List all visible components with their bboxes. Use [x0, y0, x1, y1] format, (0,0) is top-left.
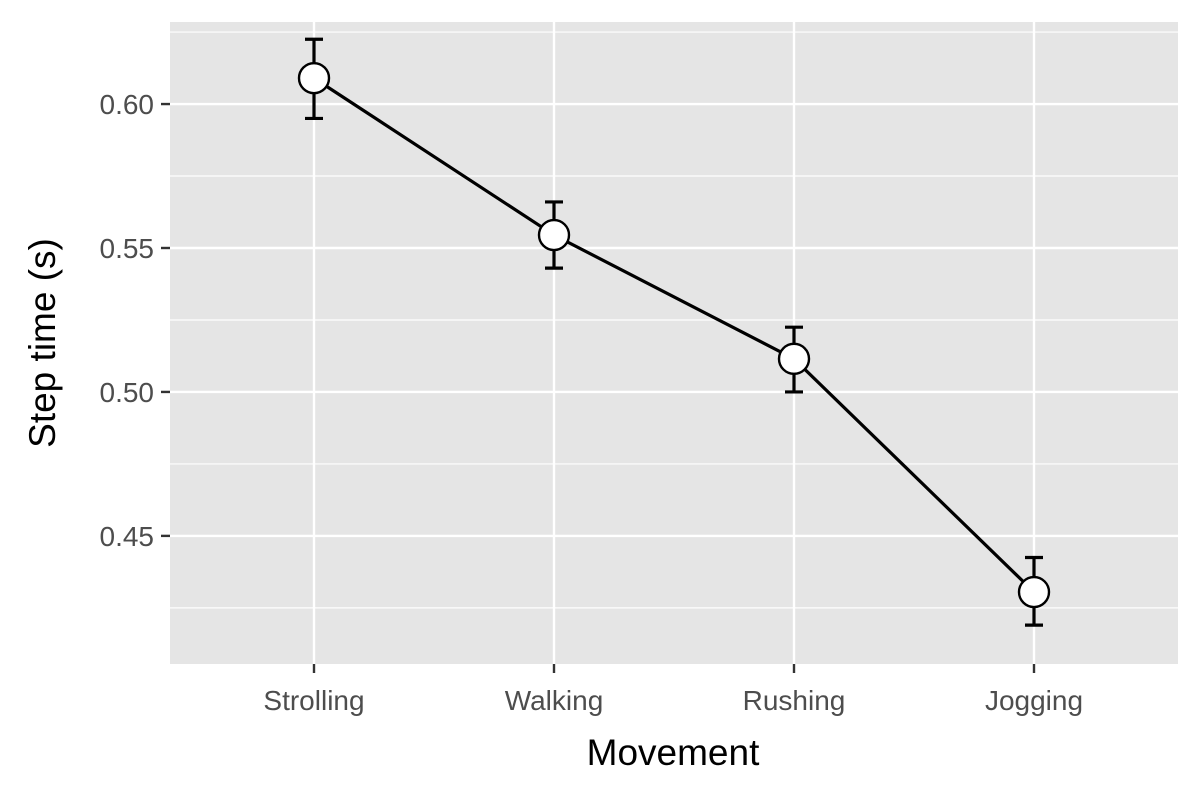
y-tick-labels: 0.45 0.50 0.55 0.60 [100, 89, 155, 552]
y-tick-label: 0.55 [100, 233, 155, 264]
data-point [537, 218, 571, 252]
series-line-layer [313, 76, 1036, 594]
x-tick-labels: Strolling Walking Rushing Jogging [263, 685, 1083, 716]
x-tick-label: Strolling [263, 685, 364, 716]
x-tick-label: Jogging [985, 685, 1083, 716]
series-line [313, 76, 1036, 594]
data-points [297, 61, 1051, 609]
x-tick-label: Rushing [743, 685, 846, 716]
data-point [777, 342, 811, 376]
plot-panel [170, 22, 1178, 664]
y-tick-label: 0.50 [100, 377, 155, 408]
y-tick-label: 0.60 [100, 89, 155, 120]
data-point [1017, 575, 1051, 609]
y-tick-label: 0.45 [100, 521, 155, 552]
x-tick-label: Walking [505, 685, 604, 716]
y-axis-title: Step time (s) [22, 238, 63, 448]
axis-ticks [161, 102, 1036, 673]
grid-lines [170, 22, 1178, 664]
data-point [297, 61, 331, 95]
x-axis-title: Movement [587, 732, 760, 773]
